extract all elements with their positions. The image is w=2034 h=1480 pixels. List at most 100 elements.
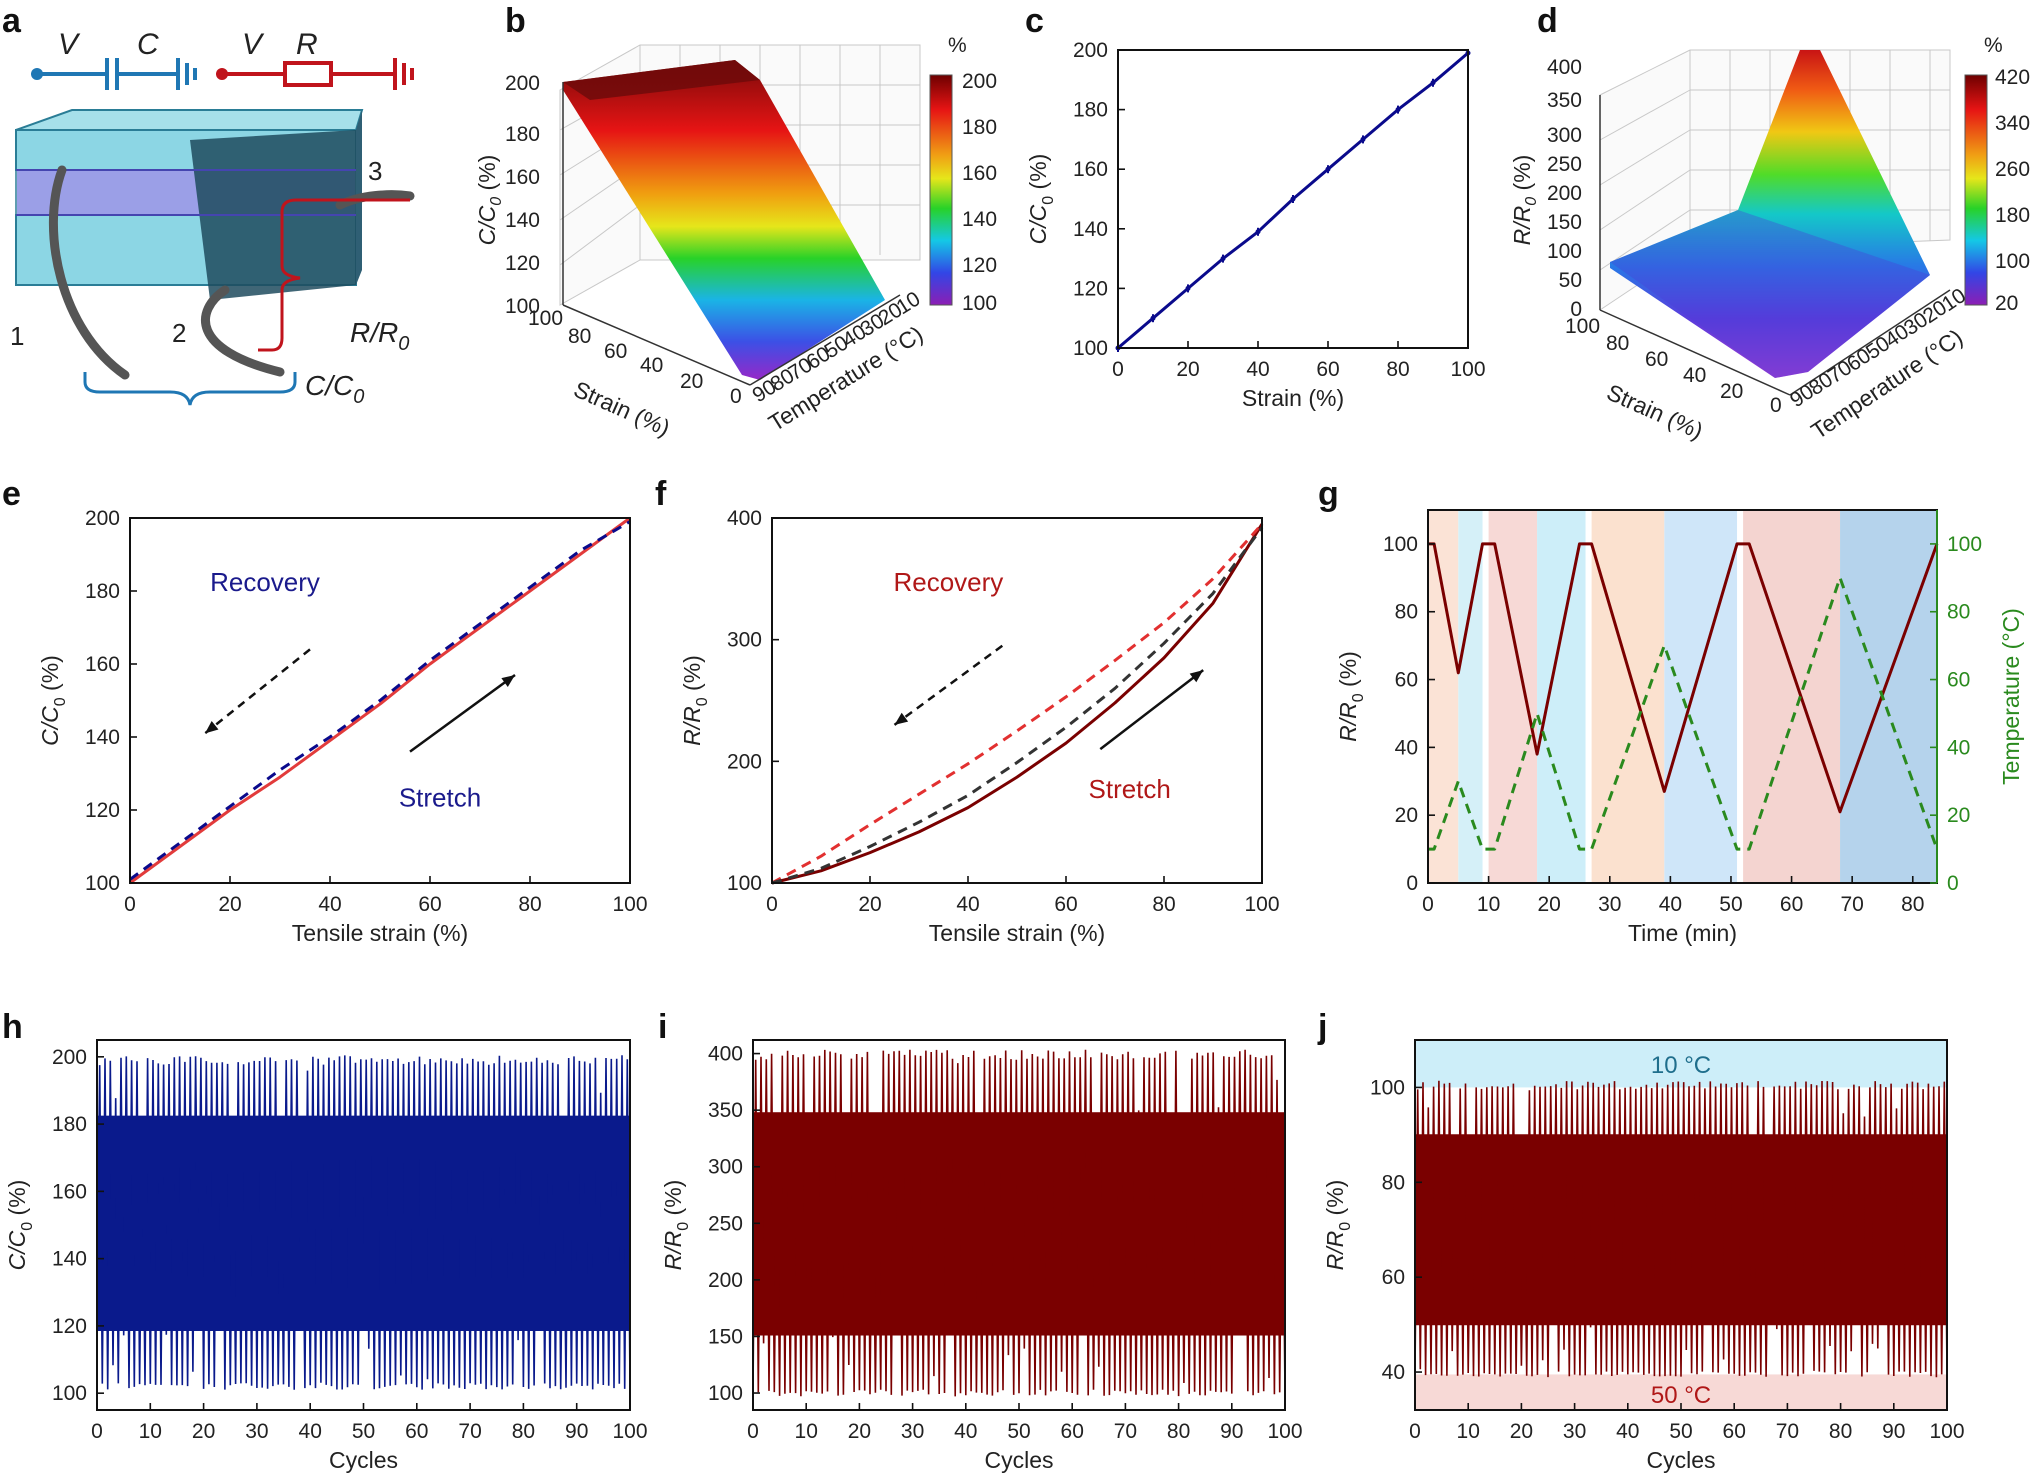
x-tick-label: 90 — [1882, 1420, 1905, 1443]
surface-d-low-region — [1610, 210, 1930, 378]
y-tick-label: 160 — [52, 1180, 87, 1203]
x-axis-label: Cycles — [984, 1447, 1053, 1473]
x-tick-label: 100 — [1929, 1420, 1964, 1443]
plot-frame — [129, 517, 631, 884]
x-tick-label: 30 — [1598, 893, 1621, 916]
panel-letter-f: f — [655, 475, 667, 513]
tick: 40 — [640, 354, 663, 377]
band-5 — [1664, 510, 1738, 883]
tick: 160 — [962, 162, 997, 185]
y-tick-label: 400 — [708, 1043, 743, 1066]
res-v-label: V — [242, 28, 265, 61]
tick: 60 — [1645, 348, 1668, 371]
tick: 100 — [1565, 315, 1600, 338]
y-tick-label: 100 — [1370, 1076, 1405, 1099]
panel-b-colorbar: % 200 180 160 140 120 100 — [929, 34, 997, 315]
capacitor-circuit: V C — [31, 28, 197, 90]
y2-tick-label: 100 — [1947, 533, 1982, 556]
chart-h: 0 10 20 30 40 50 60 70 80 90 100 100 120 140 160 180 200… — [4, 1039, 648, 1473]
x-tick-label: 40 — [1659, 893, 1682, 916]
y-axis-label: R/R0 (%) — [1335, 651, 1367, 742]
res-bracket — [258, 198, 410, 352]
y-tick-label: 0 — [1406, 872, 1418, 895]
x-tick-label: 30 — [1563, 1420, 1586, 1443]
x-tick-label: 40 — [956, 893, 979, 916]
x-axis-label: Tensile strain (%) — [292, 920, 468, 946]
tick: 420 — [1995, 66, 2030, 89]
x-tick-label: 70 — [1840, 893, 1863, 916]
y-tick-label: 100 — [1073, 337, 1108, 360]
tick: 0 — [1770, 394, 1782, 417]
x-tick-label: 60 — [1316, 358, 1339, 381]
cap-bracket — [83, 372, 297, 406]
tick: 100 — [528, 307, 563, 330]
series-line-0 — [1414, 1080, 1948, 1378]
data-point — [1150, 315, 1156, 321]
y-tick-label: 100 — [1383, 533, 1418, 556]
x-tick-label: 0 — [1422, 893, 1434, 916]
stretch-arrow — [409, 673, 516, 753]
data-point — [1185, 285, 1191, 291]
tick: 20 — [1720, 380, 1743, 403]
tick: 350 — [1547, 89, 1582, 112]
y-label-unit: (%) — [1335, 651, 1361, 693]
y-tick-label: 200 — [708, 1269, 743, 1292]
y-axis-label: C/C0 (%) — [1025, 154, 1057, 245]
series-line-1 — [1428, 576, 1939, 851]
electrode-label-1: 1 — [10, 321, 24, 351]
x-tick-label: 20 — [848, 1420, 871, 1443]
y-tick-label: 100 — [708, 1382, 743, 1405]
tick: 160 — [505, 166, 540, 189]
annotation-stretch: Stretch — [399, 782, 481, 812]
x-tick-label: 80 — [518, 893, 541, 916]
data-point — [1220, 256, 1226, 262]
resistor-icon — [283, 61, 333, 87]
stretch-arrow-head — [501, 674, 515, 687]
x-tick-label: 60 — [405, 1420, 428, 1443]
data-point — [1290, 196, 1296, 202]
x-tick-label: 80 — [1167, 1420, 1190, 1443]
panel-b-surface: b 100 120 140 160 180 200 C/C0 (%) 100 — [474, 2, 997, 441]
x-tick-label: 90 — [565, 1420, 588, 1443]
recovery-arrow — [893, 644, 1004, 726]
y-tick-label: 200 — [727, 750, 762, 773]
y-tick-label: 80 — [1395, 601, 1418, 624]
x-tick-label: 60 — [1780, 893, 1803, 916]
y-tick-label: 80 — [1382, 1171, 1405, 1194]
x-tick-label: 40 — [318, 893, 341, 916]
hydrogel-block — [15, 109, 364, 300]
tick: 140 — [962, 208, 997, 231]
panel-letter-c: c — [1025, 2, 1044, 40]
y-tick-label: 200 — [1073, 39, 1108, 62]
panel-letter-g: g — [1318, 475, 1339, 513]
resistor-circuit: V R — [216, 28, 414, 90]
x-tick-label: 10 — [139, 1420, 162, 1443]
tick: 0 — [730, 385, 742, 408]
y-label-main: R/R — [1322, 1231, 1348, 1271]
x-axis-label: Strain (%) — [1242, 385, 1344, 411]
res-readout-label: R/R0 — [350, 317, 409, 355]
y-label-sub: 0 — [19, 1222, 36, 1231]
x-tick-label: 20 — [218, 893, 241, 916]
tick: 40 — [1683, 364, 1706, 387]
x-tick-label: 80 — [1901, 893, 1924, 916]
panel-letter-e: e — [2, 475, 21, 513]
y-tick-label: 200 — [52, 1046, 87, 1069]
tick: 60 — [604, 340, 627, 363]
x-tick-label: 0 — [91, 1420, 103, 1443]
band-2 — [1488, 510, 1538, 883]
x-tick-label: 0 — [747, 1420, 759, 1443]
band-3 — [1537, 510, 1586, 883]
stretch-arrow-head — [1189, 670, 1204, 683]
x-axis-label: Cycles — [1646, 1447, 1715, 1473]
x-tick-label: 60 — [1061, 1420, 1084, 1443]
band-7 — [1840, 510, 1937, 883]
x-tick-label: 70 — [1776, 1420, 1799, 1443]
electrode-1 — [48, 165, 130, 380]
series-line-0 — [96, 1055, 631, 1390]
tick: 200 — [962, 70, 997, 93]
y-tick-label: 60 — [1382, 1266, 1405, 1289]
panel-d-surface: d 0 50 100 150 200 250 300 350 400 — [1509, 2, 2030, 444]
x-tick-label: 50 — [352, 1420, 375, 1443]
